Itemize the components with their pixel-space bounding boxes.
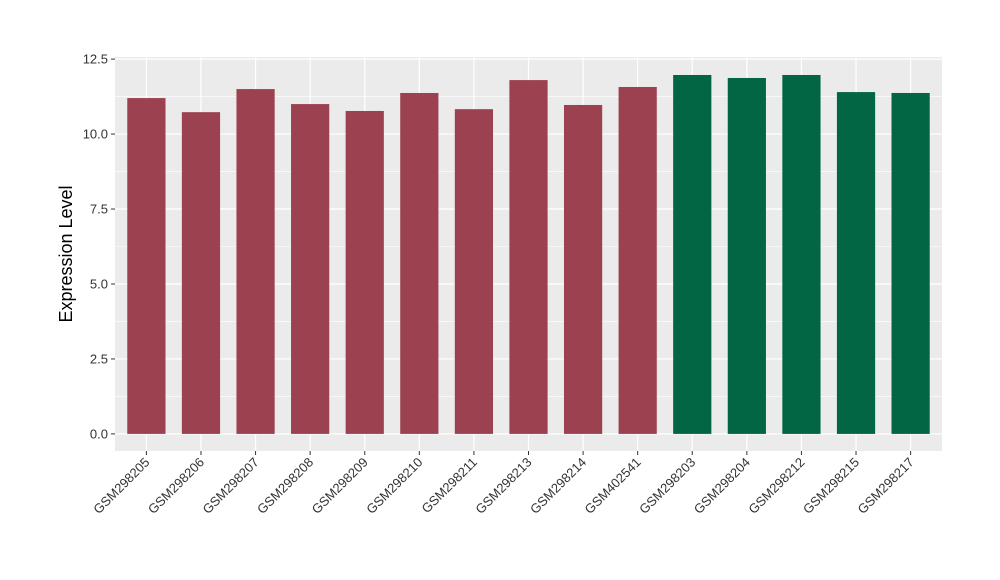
bar-GSM298203 (673, 74, 712, 434)
bar-GSM298217 (891, 92, 930, 434)
y-tick-label: 2.5 (90, 351, 108, 366)
bar-GSM298211 (454, 109, 494, 434)
x-tick-label: GSM298211 (418, 455, 480, 517)
bar-GSM298210 (400, 92, 439, 434)
x-tick-label: GSM298209 (309, 455, 371, 517)
y-axis-label: Expression Level (56, 185, 76, 322)
x-tick-label: GSM298207 (199, 455, 261, 517)
x-tick-label: GSM402541 (582, 455, 644, 517)
x-tick-label: GSM298212 (745, 455, 807, 517)
y-tick-label: 7.5 (90, 202, 108, 217)
bar-GSM298207 (236, 89, 275, 434)
x-tick-label: GSM298210 (363, 455, 425, 517)
bar-GSM298206 (181, 112, 221, 434)
bar-GSM298209 (345, 110, 384, 434)
bar-GSM298214 (563, 104, 603, 434)
bar-GSM298208 (291, 104, 330, 434)
x-tick-label: GSM298204 (691, 455, 753, 517)
x-tick-label: GSM298203 (636, 455, 698, 517)
bar-GSM298205 (127, 98, 166, 434)
bar-GSM298215 (836, 92, 876, 434)
x-tick-label: GSM298205 (90, 455, 152, 517)
y-tick-label: 10.0 (83, 127, 108, 142)
bar-GSM298213 (509, 80, 548, 434)
bar-GSM298212 (782, 74, 821, 434)
y-tick-label: 0.0 (90, 426, 108, 441)
y-tick-label: 5.0 (90, 276, 108, 291)
bar-GSM298204 (727, 77, 766, 434)
bar-GSM402541 (618, 86, 657, 434)
x-tick-label: GSM298215 (800, 455, 862, 517)
x-tick-label: GSM298217 (855, 455, 917, 517)
x-tick-label: GSM298214 (527, 455, 589, 517)
x-tick-label: GSM298206 (145, 455, 207, 517)
x-tick-label: GSM298208 (254, 455, 316, 517)
x-tick-label: GSM298213 (472, 455, 534, 517)
y-tick-label: 12.5 (83, 52, 108, 67)
